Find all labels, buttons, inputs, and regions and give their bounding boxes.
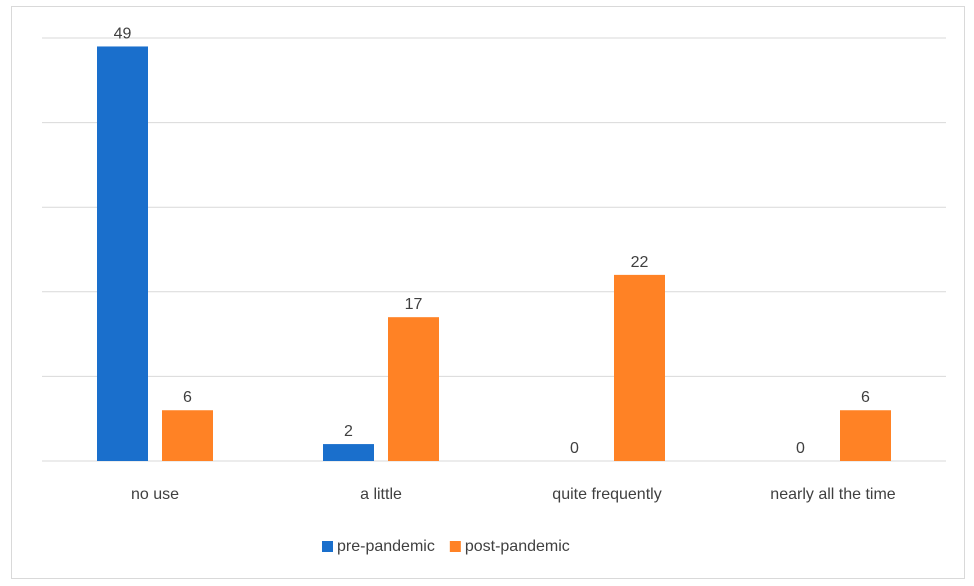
data-label: 2 <box>344 423 353 440</box>
bar-post-pandemic-quite-frequently <box>614 275 665 461</box>
data-label: 22 <box>631 254 649 271</box>
legend-swatch <box>322 541 333 552</box>
bar-post-pandemic-nearly-all-the-time <box>840 410 891 461</box>
category-label: nearly all the time <box>770 486 895 503</box>
legend-swatch <box>450 541 461 552</box>
category-label: no use <box>131 486 179 503</box>
bar-post-pandemic-a-little <box>388 317 439 461</box>
data-label: 49 <box>114 25 132 42</box>
category-label: quite frequently <box>552 486 661 503</box>
bar-pre-pandemic-a-little <box>323 444 374 461</box>
legend-label: post-pandemic <box>465 538 570 555</box>
category-label: a little <box>360 486 402 503</box>
bar-pre-pandemic-no-use <box>97 46 148 461</box>
legend-label: pre-pandemic <box>337 538 435 555</box>
data-label: 0 <box>570 440 579 457</box>
data-label: 17 <box>405 296 423 313</box>
bar-post-pandemic-no-use <box>162 410 213 461</box>
data-label: 6 <box>183 389 192 406</box>
data-label: 6 <box>861 389 870 406</box>
data-label: 0 <box>796 440 805 457</box>
